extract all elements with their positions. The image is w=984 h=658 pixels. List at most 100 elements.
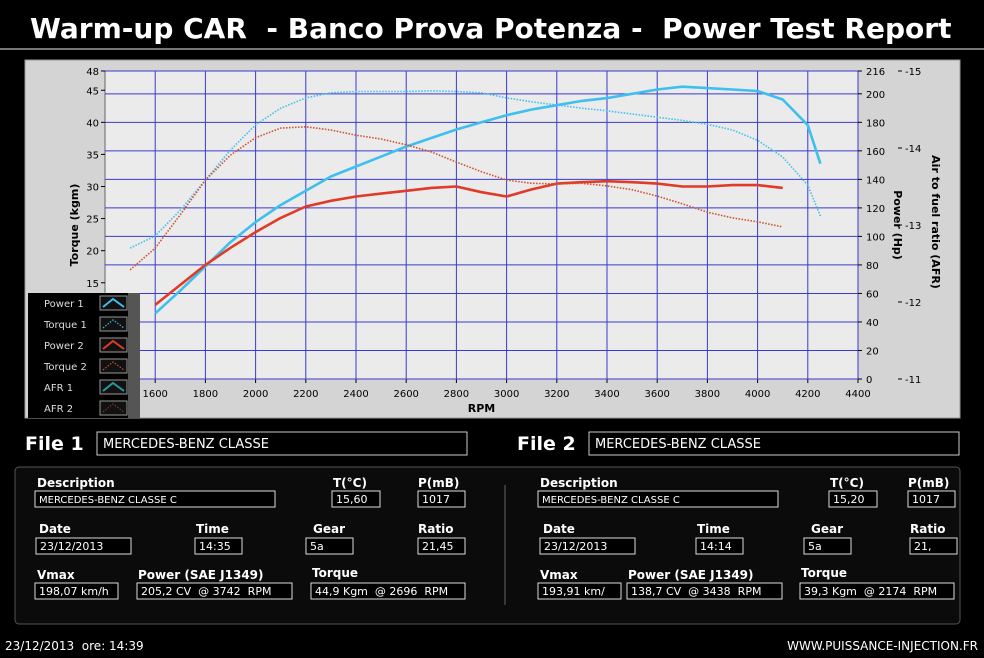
- legend-swatch: [102, 381, 125, 392]
- field-box: [331, 490, 381, 508]
- field-box: [828, 490, 878, 508]
- field-value: 1017: [912, 493, 940, 506]
- y-tick-label: 45: [86, 86, 99, 97]
- field-value: 23/12/2013: [544, 540, 607, 553]
- y3-tick-label: -13: [905, 221, 921, 232]
- x-tick-label: 2200: [293, 389, 318, 400]
- plot-area: [104, 70, 859, 380]
- x-axis-title: RPM: [468, 402, 495, 415]
- field-value: 198,07 km/h: [39, 585, 109, 598]
- x-tick-label: 4200: [795, 389, 820, 400]
- field-label: P(mB): [418, 476, 459, 490]
- legend-label: Power 1: [44, 299, 84, 310]
- y-tick-label: 40: [86, 118, 99, 129]
- field-label: Torque: [312, 566, 358, 580]
- page-title: Warm-up CAR - Banco Prova Potenza - Powe…: [30, 12, 951, 45]
- field-value: MERCEDES-BENZ CLASSE C: [542, 495, 680, 506]
- y-axis-title: Torque (kgm): [68, 184, 81, 267]
- legend-strip: [128, 293, 140, 418]
- footer-website: WWW.PUISSANCE-INJECTION.FR: [787, 639, 978, 653]
- legend-swatch: [102, 297, 125, 308]
- legend-swatch: [102, 403, 125, 413]
- y-tick-label: 35: [86, 150, 99, 161]
- field-value: 15,20: [833, 493, 865, 506]
- series-line: [154, 85, 822, 315]
- field-box: [799, 582, 955, 600]
- series-line: [129, 90, 822, 249]
- x-tick-label: 2600: [393, 389, 418, 400]
- field-label: Description: [37, 476, 115, 490]
- field-box: [626, 582, 783, 600]
- field-label: Time: [196, 522, 229, 536]
- field-label: P(mB): [908, 476, 949, 490]
- field-box: [194, 537, 243, 555]
- legend-label: Torque 1: [43, 320, 87, 331]
- field-box: [34, 490, 276, 508]
- field-box: [695, 537, 744, 555]
- legend-label: AFR 2: [44, 404, 73, 415]
- y3-tick-label: -11: [905, 375, 921, 386]
- legend-swatch-box: [99, 316, 128, 332]
- field-value: 14:35: [199, 540, 231, 553]
- x-tick-label: 2800: [444, 389, 469, 400]
- y3-tick-label: -12: [905, 298, 921, 309]
- legend-label: Power 2: [44, 341, 84, 352]
- x-tick-label: 4000: [745, 389, 770, 400]
- file-name: MERCEDES-BENZ CLASSE: [595, 437, 761, 452]
- legend-swatch: [102, 339, 125, 350]
- legend-swatch-box: [99, 400, 128, 416]
- y2-tick-label: 180: [866, 118, 885, 129]
- field-label: Power (SAE J1349): [138, 568, 264, 582]
- y2-axis-title: Power (Hp): [891, 190, 904, 260]
- y3-axis-title: Air to fuel ratio (AFR): [929, 155, 942, 289]
- x-tick-label: 1800: [193, 389, 218, 400]
- y2-tick-label: 40: [866, 318, 879, 329]
- x-tick-label: 3200: [544, 389, 569, 400]
- field-label: Vmax: [540, 568, 578, 582]
- field-value: 21,: [914, 540, 932, 553]
- file-name-box: [96, 431, 468, 456]
- field-label: T(°C): [830, 476, 864, 490]
- file-label: File 2: [517, 433, 576, 455]
- field-box: [305, 537, 354, 555]
- y2-tick-label: 80: [866, 261, 879, 272]
- y3-tick-label: -14: [905, 144, 921, 155]
- field-value: MERCEDES-BENZ CLASSE C: [39, 495, 177, 506]
- legend-swatch-box: [99, 358, 128, 374]
- x-tick-label: 3600: [644, 389, 669, 400]
- field-box: [539, 537, 636, 555]
- y2-tick-label: 200: [866, 90, 885, 101]
- y-tick-label: 30: [86, 183, 99, 194]
- field-box: [907, 490, 956, 508]
- field-label: T(°C): [333, 476, 367, 490]
- legend-label: Torque 2: [43, 362, 87, 373]
- field-box: [909, 537, 958, 555]
- field-value: 193,91 km/: [542, 585, 605, 598]
- header-rule: [0, 48, 984, 50]
- file-name-box: [588, 431, 960, 456]
- y2-tick-label: 20: [866, 346, 879, 357]
- y2-tick-label: 60: [866, 289, 879, 300]
- y2-tick-label: 216: [866, 67, 885, 78]
- x-tick-label: 2000: [243, 389, 268, 400]
- field-label: Ratio: [910, 522, 945, 536]
- y-tick-label: 25: [86, 215, 99, 226]
- y2-tick-label: 100: [866, 232, 885, 243]
- legend-swatch: [102, 319, 125, 329]
- field-value: 1017: [422, 493, 450, 506]
- series-line: [154, 179, 783, 306]
- file-name: MERCEDES-BENZ CLASSE: [103, 437, 269, 452]
- legend-swatch-box: [99, 337, 128, 353]
- field-label: Power (SAE J1349): [628, 568, 754, 582]
- y-tick-label: 15: [86, 279, 99, 290]
- field-label: Time: [697, 522, 730, 536]
- x-tick-label: 2400: [343, 389, 368, 400]
- field-box: [537, 490, 779, 508]
- field-value: 23/12/2013: [40, 540, 103, 553]
- field-label: Date: [543, 522, 575, 536]
- legend-swatch: [102, 361, 125, 371]
- field-box: [35, 537, 132, 555]
- field-label: Gear: [811, 522, 843, 536]
- series-line: [129, 126, 783, 271]
